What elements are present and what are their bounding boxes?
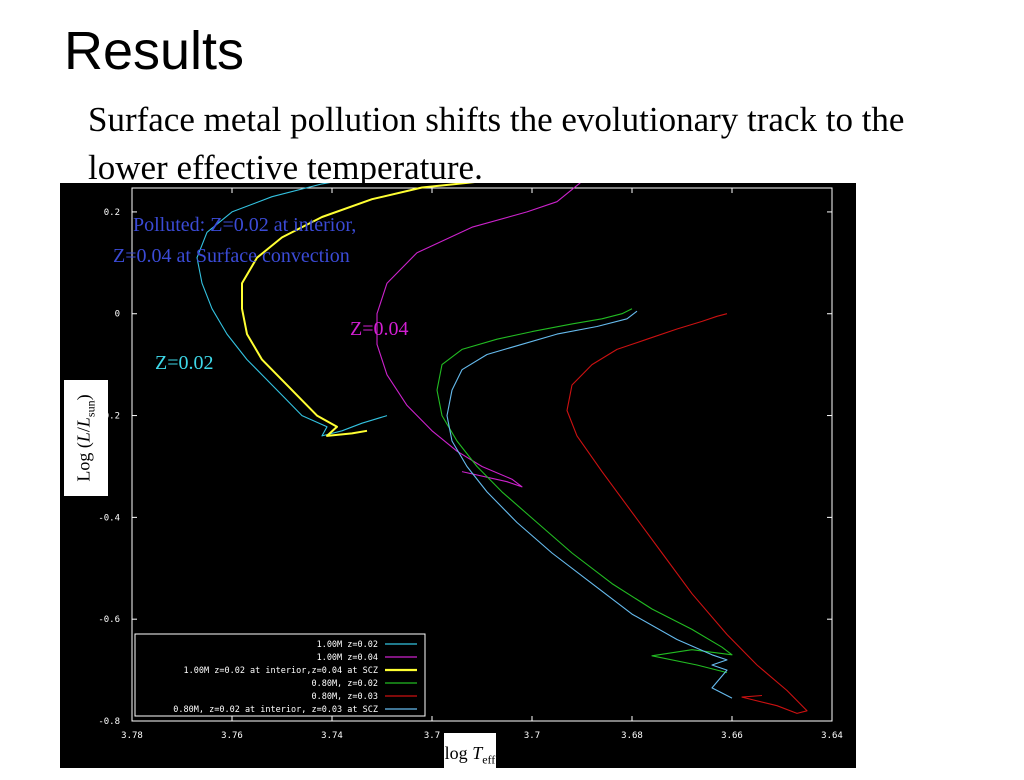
x-tick-label: 3.76 [221, 731, 243, 741]
y-tick-label: 0.2 [104, 208, 120, 218]
legend-label: 0.80M, z=0.02 at interior, z=0.03 at SCZ [173, 705, 378, 715]
legend-label: 0.80M, z=0.02 [311, 679, 378, 689]
polluted-annotation-line1: Polluted: Z=0.02 at interior, [133, 214, 357, 236]
legend-box [134, 633, 426, 717]
hr-diagram-chart: 3.78 3.76 3.74 3.7 3.7 3.68 3.66 3.64 0.2 0 -0.2 -0… [98, 183, 843, 741]
x-tick-label: 3.74 [321, 731, 343, 741]
y-tick-label: -0.2 [98, 412, 120, 422]
x-tick-label: 3.68 [621, 731, 643, 741]
x-tick-label: 3.78 [121, 731, 143, 741]
series-line [241, 183, 475, 437]
legend-label: 1.00M z=0.02 at interior,z=0.04 at SCZ [184, 666, 378, 676]
y-tick-label: -0.6 [98, 615, 120, 625]
slide-subtitle: Surface metal pollution shifts the evolu… [88, 100, 905, 187]
legend-label: 1.00M z=0.02 [317, 640, 378, 650]
series-line [436, 308, 733, 674]
series-line [446, 310, 733, 699]
legend-label: 0.80M, z=0.03 [311, 692, 378, 702]
x-tick-label: 3.7 [424, 731, 440, 741]
x-tick-label: 3.7 [524, 731, 540, 741]
y-tick-label: 0 [115, 310, 120, 320]
z004-annotation: Z=0.04 [350, 318, 409, 340]
x-tick-label: 3.66 [721, 731, 743, 741]
plot-frame [131, 187, 833, 722]
y-axis-label-box [64, 380, 108, 496]
y-axis-label: Log (L/Lsun) [73, 394, 98, 482]
series-line [376, 183, 581, 488]
slide-title: Results [64, 21, 245, 81]
x-tick-label: 3.64 [821, 731, 843, 741]
x-axis-label: log Teff [444, 733, 496, 768]
series-line [196, 183, 388, 437]
series-line [566, 313, 808, 714]
plot-area: 3.78 3.76 3.74 3.7 3.7 3.68 3.66 3.64 0.2 0 -0.2 -0… [60, 183, 856, 768]
polluted-annotation-line2: Z=0.04 at Surface convection [113, 245, 350, 267]
legend-label: 1.00M z=0.04 [317, 653, 378, 663]
z002-annotation: Z=0.02 [155, 352, 214, 374]
y-tick-label: -0.4 [98, 513, 120, 523]
y-tick-label: -0.8 [98, 717, 120, 727]
